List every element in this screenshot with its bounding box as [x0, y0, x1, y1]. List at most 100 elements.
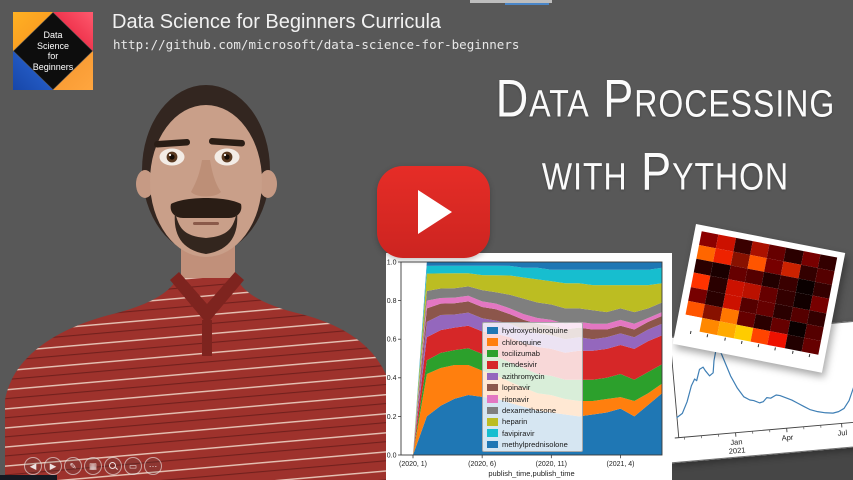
slide-heading: Data Processing with Python [478, 62, 853, 208]
trend-line [676, 344, 853, 419]
line-chart-figure: Jan 2021 Apr Jul [659, 320, 853, 464]
bottom-left-dark-bar [0, 475, 57, 480]
more-options-button[interactable]: ⋯ [144, 457, 162, 475]
x-axis-label: publish_time,publish_time [488, 469, 574, 478]
legend-label: favipiravir [502, 428, 535, 438]
logo-line: Data [43, 30, 63, 40]
previous-slide-icon: ◀ [29, 460, 37, 471]
pen-button[interactable]: ✎ [64, 457, 82, 475]
area-series-tocilizumab [413, 348, 662, 455]
mouth [193, 222, 219, 225]
line-x-tick-label: Apr [781, 433, 794, 443]
captions-button[interactable]: ▭ [124, 457, 142, 475]
heading-line-1: Data Processing [495, 67, 836, 129]
play-icon [418, 190, 452, 234]
placket [202, 320, 212, 356]
shirt-stripes [5, 278, 393, 480]
line-x-tick-label: Jan [730, 437, 743, 447]
logo-line: for [47, 51, 59, 61]
next-slide-button[interactable]: ▶ [44, 457, 62, 475]
legend-label: hydroxychloroquine [502, 326, 568, 336]
x-tick-label: (2020, 6) [468, 461, 496, 468]
legend-label: tocilizumab [502, 348, 540, 358]
presenter-toolbar: ◀ ▶ ✎ ▦ ▭ ⋯ [24, 457, 162, 475]
legend-label: methylprednisolone [502, 440, 568, 450]
legend-swatch [487, 361, 498, 369]
top-chart-fragment-line [505, 3, 549, 5]
next-slide-icon: ▶ [49, 460, 57, 471]
magnifier-icon [109, 462, 117, 470]
pen-icon: ✎ [69, 460, 77, 471]
legend-item-lopinavir: lopinavir [487, 382, 582, 393]
previous-slide-button[interactable]: ◀ [24, 457, 42, 475]
captions-icon: ▭ [128, 460, 138, 471]
legend-swatch [487, 395, 498, 403]
legend-swatch [487, 418, 498, 426]
goatee [174, 212, 238, 254]
collar [170, 272, 244, 324]
y-tick-label: 1.0 [387, 259, 397, 266]
legend-label: remdesivir [502, 360, 538, 370]
all-slides-button[interactable]: ▦ [84, 457, 102, 475]
legend-label: ritonavir [502, 394, 530, 404]
y-tick-label: 0.8 [387, 298, 397, 305]
line-x-tick-sublabel: 2021 [728, 445, 745, 455]
presenter-photo [5, 85, 393, 480]
top-chart-fragment [470, 0, 552, 3]
legend-swatch [487, 326, 498, 335]
line-x-tick-label: Jul [837, 428, 848, 438]
eyebrow-left [154, 138, 190, 148]
legend-item-heparin: heparin [487, 416, 582, 427]
logo-line: Beginners [32, 61, 74, 72]
legend-item-methylprednisolone: methylprednisolone [487, 439, 582, 450]
legend-item-favipiravir: favipiravir [487, 428, 582, 439]
y-tick-label: 0.2 [387, 414, 397, 421]
legend-item-tocilizumab: tocilizumab [487, 348, 582, 359]
nose [191, 160, 221, 197]
youtube-play-button[interactable] [377, 166, 490, 258]
course-logo: Data Science for Beginners [13, 12, 93, 90]
legend-swatch [487, 406, 498, 415]
legend-swatch [487, 429, 498, 437]
ear-right [259, 170, 277, 198]
ear-left [136, 170, 154, 198]
legend-item-ritonavir: ritonavir [487, 393, 582, 404]
legend-swatch [487, 440, 498, 449]
repo-url: http://github.com/microsoft/data-science… [113, 37, 520, 52]
x-tick-label: (2020, 11) [536, 461, 567, 468]
y-tick-label: 0.4 [387, 375, 397, 382]
eyebrow-right [209, 137, 245, 147]
stacked-area-chart-figure: 0.0 0.2 0.4 0.6 0.8 1.0 (2020, 1) (2020, 6) (202… [386, 253, 672, 480]
chart-legend: hydroxychloroquine chloroquine tocilizumab… [482, 322, 583, 452]
legend-item-chloroquine: chloroquine [487, 336, 582, 347]
legend-swatch [487, 372, 498, 380]
area-series-azithromycin [413, 312, 662, 455]
legend-swatch [487, 349, 498, 358]
legend-item-azithromycin: azithromycin [487, 371, 582, 382]
legend-swatch [487, 338, 498, 346]
area-series-favipiravir [413, 265, 662, 455]
more-options-icon: ⋯ [148, 460, 158, 471]
all-slides-icon: ▦ [88, 460, 98, 471]
x-tick-label: (2021, 4) [606, 461, 634, 468]
legend-label: heparin [502, 417, 528, 427]
logo-line: Science [36, 40, 70, 51]
video-title: Data Science for Beginners Curricula [112, 11, 442, 33]
legend-item-hydroxychloroquine: hydroxychloroquine [487, 325, 582, 336]
zoom-slide-button[interactable] [104, 457, 122, 475]
legend-label: chloroquine [502, 337, 542, 347]
heading-line-2: with Python [541, 141, 790, 202]
legend-label: lopinavir [502, 383, 531, 393]
x-tick-label: (2020, 1) [399, 461, 427, 468]
y-tick-label: 0.6 [387, 337, 397, 344]
y-tick-label: 0.0 [387, 452, 397, 459]
mustache [170, 198, 242, 218]
logo-text: Data Science for Beginners [13, 12, 93, 90]
legend-item-dexamethasone: dexamethasone [487, 405, 582, 416]
legend-label: dexamethasone [502, 405, 557, 415]
area-series-heparin [413, 273, 662, 455]
area-series-remdesivir [413, 325, 662, 455]
legend-item-remdesivir: remdesivir [487, 359, 582, 370]
